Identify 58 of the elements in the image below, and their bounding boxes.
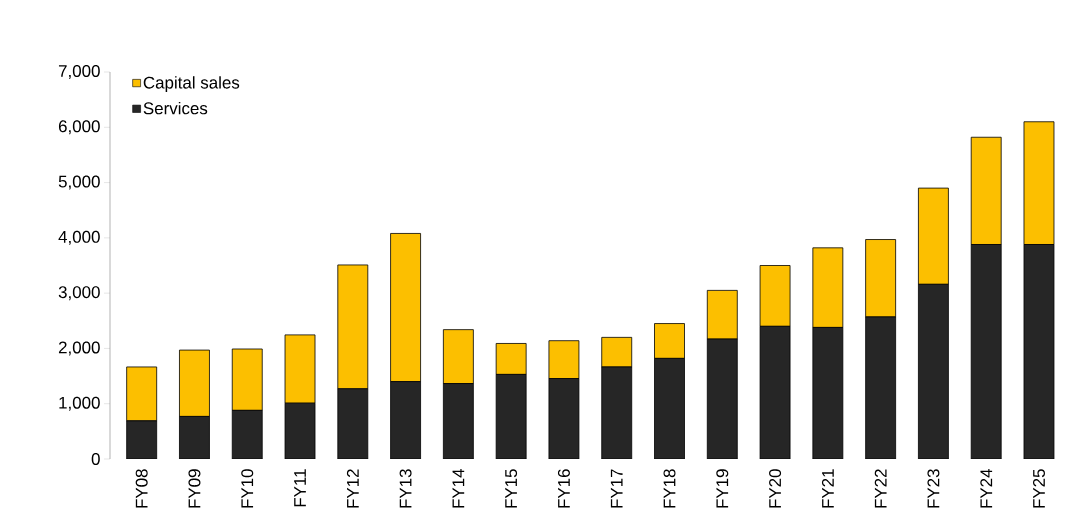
legend-label: Services — [143, 101, 208, 115]
x-tick-label: FY09 — [188, 469, 201, 508]
bar — [601, 366, 632, 459]
legend-label: Capital sales — [143, 76, 240, 92]
y-tick-label: 6,000 — [58, 120, 100, 135]
x-tick-label: FY17 — [610, 469, 623, 508]
y-tick-label: 0 — [91, 453, 100, 465]
x-tick-label: FY12 — [346, 469, 359, 508]
bar — [284, 334, 316, 404]
bar — [496, 374, 527, 459]
x-tick-label: FY13 — [399, 469, 412, 508]
x-tick-label: FY15 — [505, 469, 518, 508]
bar — [812, 327, 843, 459]
x-tick-label: FY16 — [557, 469, 570, 508]
bar — [442, 329, 474, 384]
bar — [706, 289, 738, 340]
x-tick-label: FY11 — [294, 469, 306, 507]
bar — [495, 343, 527, 375]
x-tick-label: FY25 — [1032, 469, 1045, 508]
bar — [443, 383, 474, 459]
bar — [707, 339, 738, 459]
x-tick-label: FY22 — [874, 469, 887, 508]
y-tick-label: 3,000 — [58, 286, 100, 301]
y-tick-label: 4,000 — [58, 230, 100, 245]
x-tick-label: FY08 — [135, 469, 148, 508]
y-tick-label: 7,000 — [58, 65, 100, 80]
bar — [126, 420, 157, 459]
bar — [654, 323, 685, 359]
y-tick-label: 2,000 — [58, 341, 100, 356]
bar — [285, 403, 316, 459]
bar — [179, 416, 210, 459]
x-tick-label: FY20 — [769, 469, 782, 508]
bar — [390, 381, 421, 459]
x-tick-label: FY23 — [927, 469, 940, 508]
bar — [1023, 244, 1055, 459]
x-tick-label: FY19 — [716, 469, 729, 508]
bar — [971, 244, 1002, 459]
bar — [812, 247, 844, 328]
bar — [231, 348, 263, 411]
bar — [865, 316, 896, 459]
bar — [918, 284, 949, 459]
x-tick-label: FY18 — [663, 469, 676, 508]
bar — [337, 264, 369, 390]
x-tick-label: FY10 — [241, 469, 254, 508]
x-tick-label: FY21 — [821, 469, 834, 508]
bar — [179, 349, 210, 417]
bar — [337, 388, 368, 459]
bar — [601, 336, 633, 368]
y-tick-label: 1,000 — [59, 396, 100, 411]
bar — [654, 358, 685, 459]
bar — [548, 378, 579, 459]
bar — [548, 340, 580, 379]
bar — [232, 410, 263, 459]
bar — [760, 326, 791, 459]
bar — [759, 265, 791, 327]
x-tick-label: FY24 — [980, 469, 993, 508]
y-tick-label: 5,000 — [58, 175, 100, 190]
x-tick-label: FY14 — [452, 469, 465, 508]
